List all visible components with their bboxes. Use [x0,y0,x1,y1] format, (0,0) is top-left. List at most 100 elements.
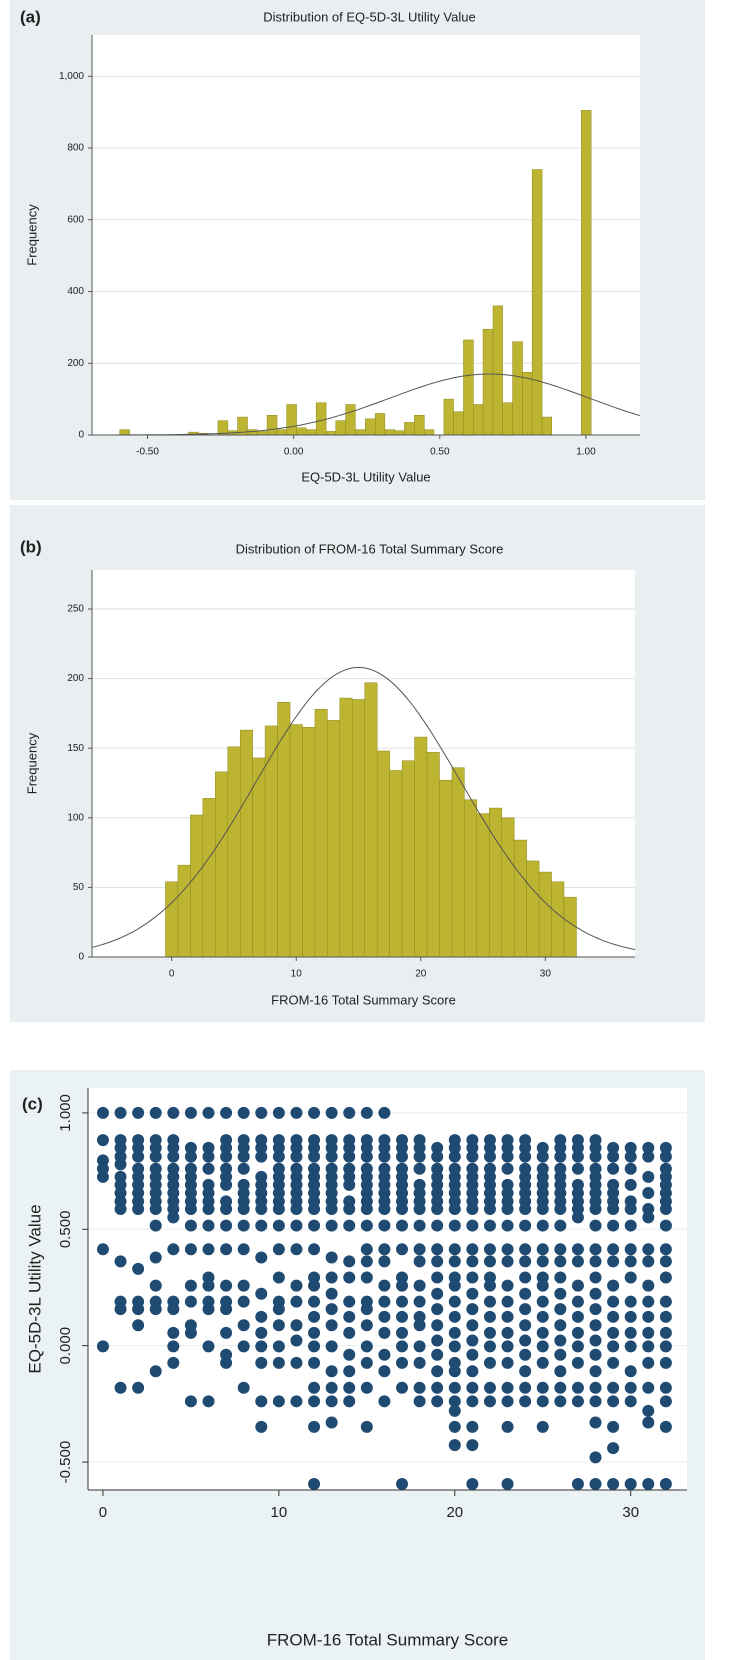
point [237,1162,250,1175]
point [536,1420,549,1433]
point [167,1186,180,1199]
point [202,1303,215,1316]
point [255,1150,268,1163]
point [642,1340,655,1353]
point [624,1162,637,1175]
y-tick-label: 150 [67,743,84,754]
point [448,1150,461,1163]
point [624,1326,637,1339]
x-axis-label: FROM-16 Total Summary Score [271,992,456,1007]
bar [443,398,454,436]
point [607,1326,620,1339]
point [448,1255,461,1268]
point [571,1477,584,1490]
point [325,1287,338,1300]
point [483,1340,496,1353]
point [501,1395,514,1408]
y-tick-label: 1.000 [57,1094,74,1132]
bar [325,431,337,436]
point [536,1150,549,1163]
point [607,1395,620,1408]
point [642,1295,655,1308]
point [360,1203,373,1216]
point [202,1162,215,1175]
point [466,1255,479,1268]
point [448,1395,461,1408]
point [308,1477,321,1490]
point [448,1326,461,1339]
point [607,1340,620,1353]
y-tick-label: 200 [67,673,84,684]
point [501,1141,514,1154]
point [237,1141,250,1154]
point [255,1395,268,1408]
point [343,1365,356,1378]
point [571,1279,584,1292]
point [571,1203,584,1216]
point [396,1340,409,1353]
point [272,1150,285,1163]
point [501,1186,514,1199]
point [571,1243,584,1256]
point [396,1243,409,1256]
point [571,1395,584,1408]
point [308,1340,321,1353]
point [466,1287,479,1300]
point [483,1356,496,1369]
bar [581,110,592,436]
point [413,1255,426,1268]
bar [389,770,403,958]
point [589,1186,602,1199]
point [378,1106,391,1119]
point [396,1150,409,1163]
point [96,1134,109,1147]
point [378,1295,391,1308]
bar [522,371,533,436]
point [308,1326,321,1339]
point [483,1219,496,1232]
point [114,1141,127,1154]
point [554,1303,567,1316]
point [659,1243,672,1256]
point [396,1310,409,1323]
point [325,1365,338,1378]
point [431,1334,444,1347]
point [589,1219,602,1232]
point [255,1141,268,1154]
point [184,1141,197,1154]
point [149,1279,162,1292]
point [519,1150,532,1163]
point [325,1303,338,1316]
point [272,1271,285,1284]
point [184,1219,197,1232]
point [132,1150,145,1163]
point [343,1255,356,1268]
point [308,1141,321,1154]
point [149,1106,162,1119]
point [202,1186,215,1199]
point [642,1279,655,1292]
point [272,1319,285,1332]
point [501,1356,514,1369]
point [132,1381,145,1394]
bar [376,750,390,958]
point [642,1356,655,1369]
point [220,1141,233,1154]
point [571,1295,584,1308]
point [413,1381,426,1394]
panel-label: (b) [20,537,42,556]
point [554,1271,567,1284]
point [466,1395,479,1408]
point [466,1203,479,1216]
point [378,1243,391,1256]
point [483,1243,496,1256]
y-tick-label: 50 [73,882,85,893]
bar [414,415,425,436]
point [501,1295,514,1308]
point [483,1279,496,1292]
point [431,1141,444,1154]
point [624,1395,637,1408]
point [571,1255,584,1268]
point [413,1203,426,1216]
x-tick-label: 30 [540,969,552,980]
